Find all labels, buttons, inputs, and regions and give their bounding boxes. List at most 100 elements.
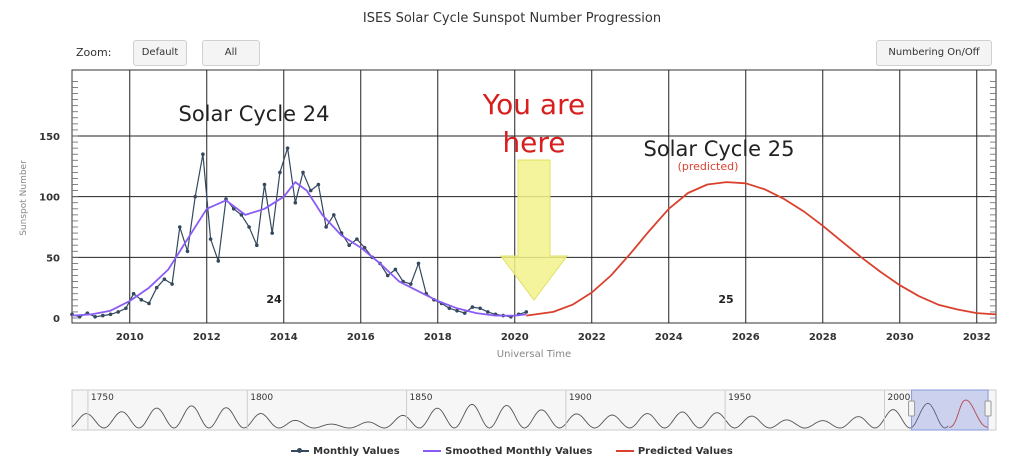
monthly-point	[131, 291, 136, 296]
x-tick-label: 2026	[732, 332, 760, 343]
navigator-history-line	[71, 402, 949, 429]
monthly-point	[147, 301, 151, 306]
legend-label-monthly: Monthly Values	[313, 445, 400, 457]
x-tick-label: 2032	[963, 332, 991, 343]
monthly-point	[154, 285, 159, 290]
numbering-toggle-button[interactable]: Numbering On/Off	[876, 40, 992, 66]
x-tick-label: 2024	[655, 332, 683, 343]
monthly-point	[416, 261, 421, 266]
monthly-point	[324, 225, 328, 229]
navigator-label: 1900	[569, 393, 592, 403]
minor-ticks	[72, 81, 996, 319]
y-tick-label: 0	[53, 314, 60, 325]
navigator-background	[71, 389, 997, 431]
monthly-point	[185, 249, 190, 254]
navigator-label: 1750	[91, 393, 114, 403]
monthly-point	[524, 310, 529, 314]
monthly-point	[308, 188, 313, 193]
x-tick-label: 2030	[886, 332, 914, 343]
cycle24-label: Solar Cycle 24	[179, 102, 330, 126]
y-tick-label: 150	[39, 132, 60, 143]
monthly-point	[462, 311, 467, 315]
monthly-point	[316, 182, 321, 187]
monthly-point	[108, 312, 113, 317]
navigator-left-handle[interactable]	[908, 400, 916, 417]
navigator-label: 1850	[410, 393, 433, 403]
legend: Monthly Values Smoothed Monthly Values P…	[0, 444, 1024, 457]
y-axis-ticks: 0 50 100 150	[39, 132, 60, 325]
zoom-default-button[interactable]: Default	[133, 40, 187, 66]
zoom-all-button[interactable]: All	[202, 40, 260, 66]
monthly-point	[208, 237, 213, 241]
cycle24-number: 24	[266, 293, 282, 306]
legend-swatch-predicted	[615, 450, 634, 452]
monthly-point	[355, 237, 359, 241]
legend-item-predicted[interactable]: Predicted Values	[615, 445, 733, 457]
arrow-shape	[500, 159, 568, 301]
monthly-point	[347, 243, 352, 247]
legend-swatch-monthly	[291, 448, 310, 453]
monthly-point	[201, 152, 205, 156]
monthly-point	[486, 310, 490, 314]
monthly-point	[93, 314, 97, 319]
legend-item-monthly[interactable]: Monthly Values	[291, 446, 400, 457]
monthly-point	[124, 306, 128, 311]
navigator-right-handle[interactable]	[984, 400, 992, 417]
legend-label-predicted: Predicted Values	[637, 445, 733, 457]
x-tick-label: 2010	[116, 332, 144, 343]
monthly-point	[139, 298, 144, 302]
x-axis-label: Universal Time	[497, 349, 571, 360]
y-tick-label: 100	[39, 193, 60, 204]
monthly-point	[285, 146, 290, 150]
predicted-label: (predicted)	[678, 160, 739, 173]
monthly-point	[116, 310, 120, 314]
monthly-point	[170, 282, 174, 286]
monthly-point	[301, 170, 305, 175]
monthly-point	[293, 200, 298, 205]
x-tick-label: 2022	[578, 332, 606, 343]
monthly-point	[162, 277, 167, 281]
monthly-point	[216, 259, 221, 263]
navigator-label: 1800	[250, 393, 273, 403]
x-axis-ticks: 2010 2012 2014 2016 2018 2020 2022 2024 2026 2028…	[116, 332, 991, 343]
navigator-selection[interactable]	[911, 389, 989, 431]
monthly-point	[447, 306, 452, 311]
series-group	[70, 146, 997, 319]
x-tick-label: 2020	[501, 332, 529, 343]
monthly-point	[101, 313, 105, 318]
monthly-point	[178, 225, 182, 229]
monthly-point	[470, 305, 475, 309]
x-tick-label: 2018	[424, 332, 452, 343]
you-are-label: You are	[482, 88, 585, 121]
navigator-series	[71, 399, 989, 429]
monthly-point	[332, 213, 336, 217]
cycle25-number: 25	[718, 293, 733, 306]
monthly-point	[393, 267, 398, 272]
legend-swatch-smoothed	[423, 450, 442, 452]
monthly-point	[385, 273, 390, 278]
monthly-point	[270, 231, 275, 235]
x-tick-label: 2014	[270, 332, 298, 343]
monthly-point	[455, 308, 459, 313]
zoom-label: Zoom:	[76, 46, 112, 59]
monthly-point	[278, 170, 282, 175]
monthly-point	[478, 306, 482, 311]
monthly-point	[254, 243, 259, 247]
series-smoothed	[71, 181, 527, 317]
navigator[interactable]: 1750 1800 1850 1900 1950 2000	[0, 388, 1024, 438]
series-predicted	[526, 181, 997, 317]
monthly-point	[247, 225, 251, 229]
chart-title: ISES Solar Cycle Sunspot Number Progress…	[362, 11, 662, 26]
y-tick-label: 50	[46, 253, 60, 264]
navigator-predicted-line	[949, 399, 989, 428]
navigator-label: 1950	[728, 393, 751, 403]
x-tick-label: 2028	[809, 332, 837, 343]
here-label: here	[502, 126, 565, 159]
legend-item-smoothed[interactable]: Smoothed Monthly Values	[423, 446, 592, 457]
monthly-point	[362, 245, 367, 250]
y-axis-label: Sunspot Number	[19, 160, 29, 236]
monthly-point	[262, 182, 267, 187]
monthly-point	[193, 194, 197, 199]
x-tick-label: 2016	[347, 332, 375, 343]
